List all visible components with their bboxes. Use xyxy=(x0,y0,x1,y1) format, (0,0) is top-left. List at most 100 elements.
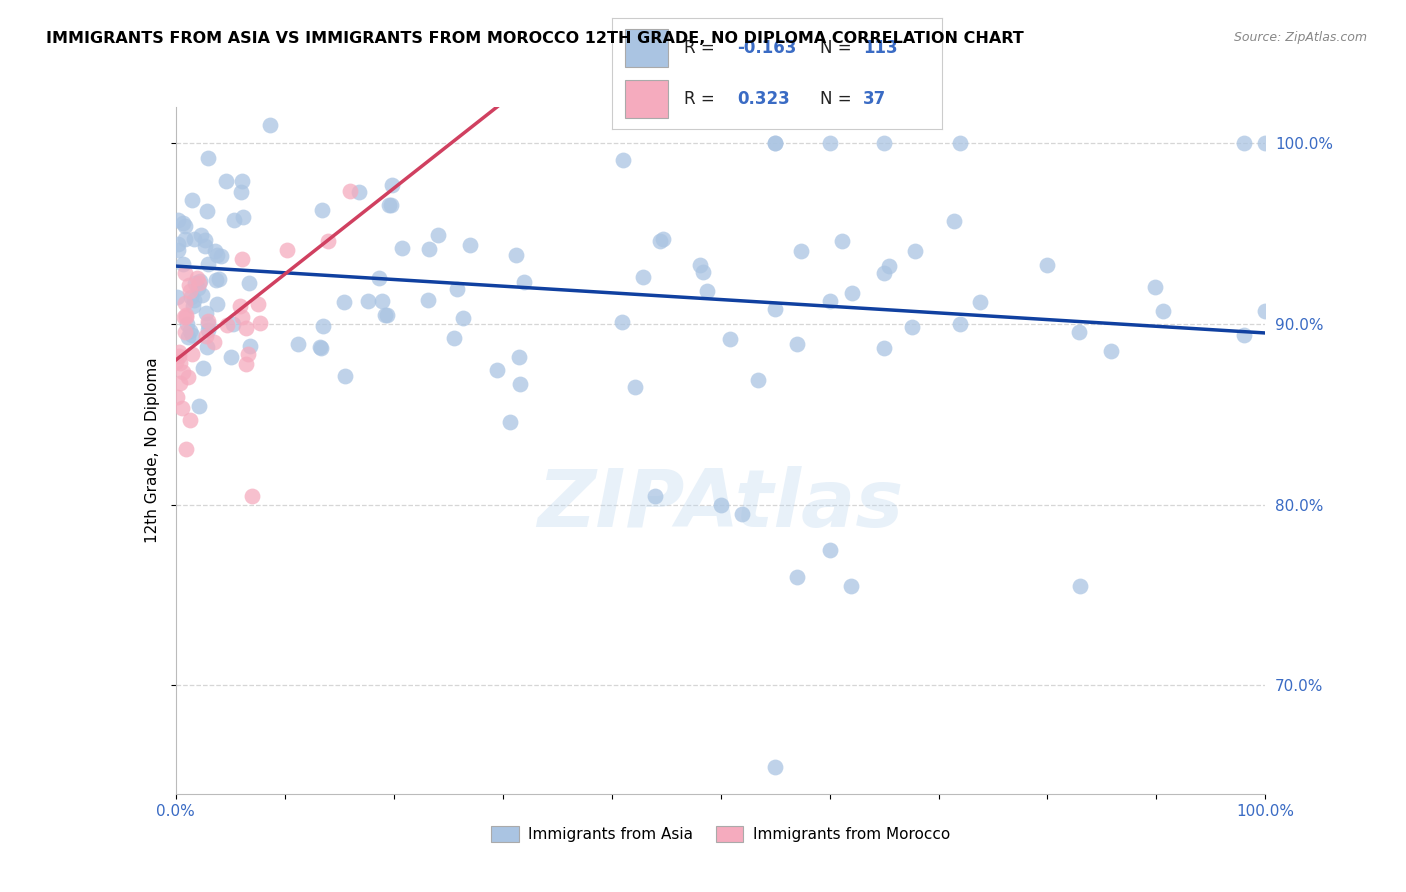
Point xyxy=(1254,136,1277,151)
Point xyxy=(190,227,212,242)
Point xyxy=(786,337,808,351)
Point xyxy=(205,297,228,311)
Point xyxy=(232,210,254,224)
Point xyxy=(207,272,229,286)
Point xyxy=(763,301,786,316)
Point xyxy=(172,216,194,230)
Point xyxy=(174,232,197,246)
Point xyxy=(763,760,786,774)
Point xyxy=(312,318,335,333)
Text: -0.163: -0.163 xyxy=(737,39,797,57)
Point xyxy=(184,276,207,290)
Point xyxy=(229,299,252,313)
Point xyxy=(197,322,219,336)
Point xyxy=(179,324,201,338)
Point xyxy=(202,334,225,349)
Point xyxy=(188,399,211,413)
Point xyxy=(610,315,633,329)
Point xyxy=(1152,304,1174,318)
Point xyxy=(167,237,190,252)
Text: 0.323: 0.323 xyxy=(737,90,790,108)
Point xyxy=(183,299,205,313)
Point xyxy=(181,194,204,208)
Point xyxy=(195,306,218,320)
Point xyxy=(174,442,197,456)
Point xyxy=(174,296,197,310)
Point xyxy=(166,290,188,304)
Point xyxy=(318,234,340,248)
Point xyxy=(378,197,401,211)
Point xyxy=(818,294,841,309)
Point xyxy=(371,293,394,308)
Point xyxy=(623,380,645,394)
Point xyxy=(446,282,468,296)
Point xyxy=(349,186,371,200)
Point xyxy=(508,350,530,364)
Point xyxy=(231,174,253,188)
Point xyxy=(181,347,204,361)
Point xyxy=(169,349,191,363)
Point xyxy=(873,341,896,355)
Point xyxy=(222,317,245,331)
Point xyxy=(195,340,218,354)
Point xyxy=(763,136,786,151)
Point xyxy=(969,294,991,309)
Point xyxy=(240,489,263,503)
Point xyxy=(949,318,972,332)
Point xyxy=(197,151,219,165)
Point xyxy=(174,326,197,340)
Point xyxy=(747,374,769,388)
Text: R =: R = xyxy=(685,39,720,57)
Text: R =: R = xyxy=(685,90,720,108)
Point xyxy=(191,287,214,301)
Point xyxy=(644,489,666,503)
Point xyxy=(901,320,924,334)
Point xyxy=(790,244,813,258)
Point xyxy=(197,313,219,327)
Point xyxy=(1099,343,1122,358)
Point xyxy=(174,266,197,280)
Point xyxy=(368,271,391,285)
Text: ZIPAtlas: ZIPAtlas xyxy=(537,467,904,544)
Point xyxy=(173,219,195,234)
Point xyxy=(418,243,440,257)
Point xyxy=(710,498,733,512)
Point xyxy=(276,243,298,257)
Bar xyxy=(624,80,668,119)
Point xyxy=(166,390,188,404)
Point xyxy=(187,280,209,294)
Text: Source: ZipAtlas.com: Source: ZipAtlas.com xyxy=(1233,31,1367,45)
Point xyxy=(333,294,356,309)
Point xyxy=(612,153,634,167)
Point xyxy=(194,233,217,247)
Point xyxy=(177,370,200,384)
Point xyxy=(179,284,201,298)
Point xyxy=(187,276,209,290)
Point xyxy=(763,136,786,151)
Point xyxy=(692,264,714,278)
Point xyxy=(287,336,309,351)
Point xyxy=(509,376,531,391)
Point xyxy=(172,365,194,379)
Point xyxy=(209,249,232,263)
Point xyxy=(416,293,439,308)
Point xyxy=(235,357,257,371)
Point xyxy=(167,213,190,227)
Point xyxy=(786,570,808,584)
Point xyxy=(249,317,271,331)
Point xyxy=(217,318,239,332)
Text: N =: N = xyxy=(820,90,856,108)
Point xyxy=(194,239,217,253)
Point xyxy=(451,310,474,325)
Point xyxy=(1069,326,1091,340)
Point xyxy=(219,350,242,364)
Point xyxy=(197,257,219,271)
Text: 113: 113 xyxy=(863,39,897,57)
Point xyxy=(333,369,356,384)
Point xyxy=(831,234,853,248)
Point xyxy=(204,273,226,287)
Point xyxy=(458,238,481,252)
Point xyxy=(169,345,191,359)
Point xyxy=(651,232,673,246)
Point xyxy=(195,203,218,218)
